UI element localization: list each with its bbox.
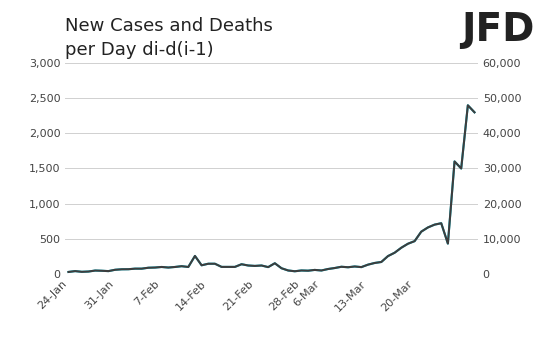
Text: JFD: JFD bbox=[462, 11, 535, 48]
Legend: Deaths (lhs), Cases (rhs): Deaths (lhs), Cases (rhs) bbox=[147, 346, 396, 351]
Text: New Cases and Deaths
per Day di-d(i-1): New Cases and Deaths per Day di-d(i-1) bbox=[65, 17, 273, 59]
